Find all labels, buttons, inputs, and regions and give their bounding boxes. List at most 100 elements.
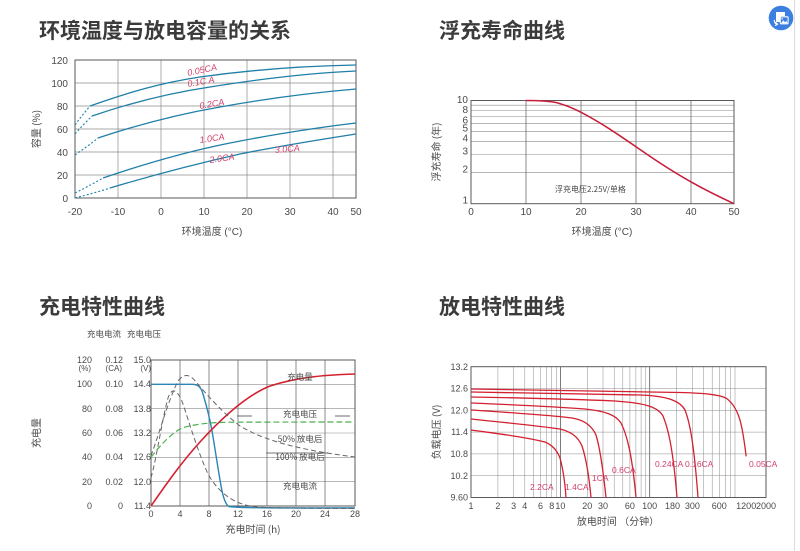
- svg-text:0.02: 0.02: [105, 477, 123, 487]
- svg-text:12.6: 12.6: [450, 383, 468, 393]
- svg-text:负载电压 (V): 负载电压 (V): [428, 404, 443, 459]
- svg-text:0.16CA: 0.16CA: [685, 459, 714, 469]
- svg-text:(V): (V): [140, 364, 151, 373]
- svg-text:80: 80: [82, 404, 92, 414]
- svg-text:9.60: 9.60: [450, 492, 468, 502]
- svg-text:0.05CA: 0.05CA: [749, 459, 778, 469]
- svg-text:12.0: 12.0: [133, 477, 151, 487]
- svg-text:13.8: 13.8: [133, 404, 151, 414]
- svg-text:1.4CA: 1.4CA: [565, 482, 589, 492]
- svg-text:2.0CA: 2.0CA: [208, 152, 235, 166]
- svg-text:12.6: 12.6: [133, 452, 151, 462]
- svg-text:60: 60: [625, 501, 635, 511]
- svg-text:40: 40: [57, 148, 69, 159]
- svg-text:0.06: 0.06: [105, 428, 123, 438]
- svg-text:120: 120: [51, 56, 68, 67]
- svg-text:1.0CA: 1.0CA: [199, 132, 225, 145]
- svg-text:充电电压: 充电电压: [127, 328, 162, 340]
- svg-text:100: 100: [642, 501, 657, 511]
- svg-text:28: 28: [350, 509, 360, 519]
- svg-text:10.2: 10.2: [450, 471, 468, 481]
- svg-text:100: 100: [51, 79, 68, 90]
- svg-text:2.2CA: 2.2CA: [530, 482, 554, 492]
- svg-text:10: 10: [198, 207, 210, 218]
- svg-text:14.4: 14.4: [133, 379, 151, 389]
- svg-text:1: 1: [462, 196, 468, 207]
- svg-text:0: 0: [468, 207, 474, 218]
- svg-text:4: 4: [522, 501, 527, 511]
- svg-text:8: 8: [206, 509, 211, 519]
- svg-text:0: 0: [158, 207, 164, 218]
- svg-text:环境温度 (°C): 环境温度 (°C): [182, 225, 243, 238]
- svg-text:环境温度 (°C): 环境温度 (°C): [572, 225, 633, 238]
- svg-text:0: 0: [118, 501, 123, 511]
- svg-text:1: 1: [468, 501, 473, 511]
- svg-text:充电量: 充电量: [287, 371, 313, 383]
- svg-text:0.2CA: 0.2CA: [199, 97, 225, 111]
- svg-text:13.2: 13.2: [133, 428, 151, 438]
- svg-text:0: 0: [87, 501, 92, 511]
- svg-text:30: 30: [630, 207, 642, 218]
- svg-text:80: 80: [57, 102, 69, 113]
- svg-text:充电电流: 充电电流: [283, 480, 318, 492]
- svg-text:40: 40: [685, 207, 697, 218]
- svg-text:300: 300: [685, 501, 700, 511]
- svg-text:3.0CA: 3.0CA: [274, 143, 300, 155]
- svg-text:100: 100: [77, 379, 92, 389]
- svg-text:40: 40: [327, 207, 339, 218]
- svg-text:3: 3: [511, 501, 516, 511]
- svg-text:2000: 2000: [756, 501, 776, 511]
- svg-text:30: 30: [598, 501, 608, 511]
- svg-text:10: 10: [555, 501, 565, 511]
- svg-text:30: 30: [284, 207, 296, 218]
- svg-text:60: 60: [82, 428, 92, 438]
- svg-text:12: 12: [233, 509, 243, 519]
- svg-text:11.4: 11.4: [451, 427, 468, 437]
- svg-text:50% 放电后: 50% 放电后: [278, 433, 323, 445]
- svg-text:0: 0: [62, 194, 68, 205]
- svg-text:180: 180: [665, 501, 680, 511]
- svg-text:13.2: 13.2: [450, 362, 468, 372]
- svg-text:充电时间 (h): 充电时间 (h): [225, 521, 280, 536]
- svg-text:0.04: 0.04: [105, 452, 123, 462]
- svg-text:6: 6: [538, 501, 543, 511]
- svg-text:50: 50: [350, 207, 362, 218]
- svg-text:4: 4: [462, 134, 468, 145]
- svg-text:浮充电压2.25V/单格: 浮充电压2.25V/单格: [555, 184, 626, 195]
- svg-text:0: 0: [148, 509, 153, 519]
- svg-text:2: 2: [462, 165, 468, 176]
- svg-text:充电电流: 充电电流: [87, 328, 122, 340]
- svg-text:充电电压: 充电电压: [283, 408, 318, 420]
- svg-text:50: 50: [728, 207, 740, 218]
- svg-text:充电量: 充电量: [28, 418, 43, 448]
- svg-text:2: 2: [495, 501, 500, 511]
- svg-text:0.10: 0.10: [105, 379, 123, 389]
- svg-text:1200: 1200: [736, 501, 756, 511]
- svg-text:20: 20: [575, 207, 587, 218]
- svg-text:20: 20: [57, 171, 69, 182]
- svg-text:3: 3: [462, 147, 468, 158]
- svg-text:24: 24: [320, 509, 330, 519]
- svg-text:12.0: 12.0: [450, 405, 468, 415]
- svg-text:20: 20: [241, 207, 253, 218]
- svg-text:16: 16: [262, 509, 272, 519]
- svg-text:0.08: 0.08: [105, 404, 123, 414]
- svg-text:1CA: 1CA: [592, 473, 609, 483]
- svg-text:放电时间 （分钟）: 放电时间 （分钟）: [577, 513, 659, 528]
- svg-text:4: 4: [177, 509, 182, 519]
- svg-text:8: 8: [462, 105, 468, 116]
- svg-text:40: 40: [82, 452, 92, 462]
- svg-text:600: 600: [712, 501, 727, 511]
- svg-text:0.6CA: 0.6CA: [612, 465, 636, 475]
- svg-text:10.8: 10.8: [450, 449, 468, 459]
- svg-text:8: 8: [549, 501, 554, 511]
- svg-text:浮充寿命 (年): 浮充寿命 (年): [428, 123, 443, 182]
- svg-text:20: 20: [582, 501, 592, 511]
- svg-text:20: 20: [291, 509, 301, 519]
- svg-text:-20: -20: [68, 207, 83, 218]
- svg-text:10: 10: [520, 207, 532, 218]
- svg-text:(%): (%): [79, 364, 92, 373]
- svg-text:(CA): (CA): [106, 364, 123, 373]
- svg-text:20: 20: [82, 477, 92, 487]
- svg-text:-10: -10: [111, 207, 126, 218]
